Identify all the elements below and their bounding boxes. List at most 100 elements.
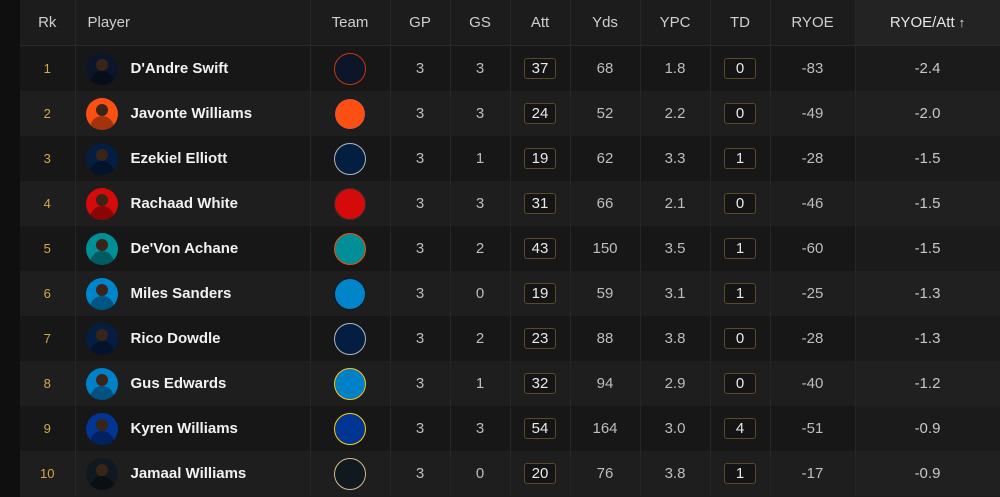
- dolphins-logo-icon[interactable]: [334, 232, 366, 265]
- player-avatar[interactable]: [85, 322, 118, 355]
- col-yds[interactable]: Yds: [570, 0, 641, 46]
- player-name-link[interactable]: D'Andre Swift: [130, 60, 229, 77]
- table-row[interactable]: 9 Kyren Williams 3 3 54 164 3.0 4 -51 -0.9: [20, 406, 1000, 451]
- gp-cell: 3: [390, 316, 451, 361]
- gs-cell: 3: [450, 181, 511, 226]
- att-cell: 19: [510, 271, 571, 316]
- player-name-link[interactable]: Gus Edwards: [130, 375, 227, 392]
- player-name-link[interactable]: Javonte Williams: [130, 105, 253, 122]
- player-avatar[interactable]: [85, 412, 118, 445]
- td-value-box: 0: [724, 58, 756, 79]
- col-ryoe[interactable]: RYOE: [770, 0, 856, 46]
- player-name-link[interactable]: Jamaal Williams: [130, 465, 247, 482]
- gs-cell: 0: [450, 271, 511, 316]
- col-gs[interactable]: GS: [450, 0, 511, 46]
- cowboys-logo-icon[interactable]: [334, 322, 366, 355]
- table-row[interactable]: 1 D'Andre Swift 3 3 37 68 1.8 0 -83 -2.4: [20, 45, 1000, 91]
- player-name-link[interactable]: Ezekiel Elliott: [130, 150, 228, 167]
- col-gp[interactable]: GP: [390, 0, 451, 46]
- ypc-cell: 3.5: [640, 226, 711, 271]
- gs-cell: 0: [450, 451, 511, 496]
- player-cell: Javonte Williams: [75, 91, 311, 136]
- att-cell: 54: [510, 406, 571, 451]
- table-row[interactable]: 4 Rachaad White 3 3 31 66 2.1 0 -46 -1.5: [20, 181, 1000, 226]
- table-row[interactable]: 10 Jamaal Williams 3 0 20 76 3.8 1 -17 -0.9: [20, 451, 1000, 496]
- table-row[interactable]: 7 Rico Dowdle 3 2 23 88 3.8 0 -28 -1.3: [20, 316, 1000, 361]
- chargers-logo-icon[interactable]: [334, 367, 366, 400]
- att-value-box: 23: [524, 328, 556, 349]
- table-row[interactable]: 2 Javonte Williams 3 3 24 52 2.2 0 -49 -2.0: [20, 91, 1000, 136]
- rank-cell: 1: [20, 45, 76, 91]
- player-avatar[interactable]: [85, 367, 118, 400]
- rams-logo-icon[interactable]: [334, 412, 366, 445]
- ryoe-cell: -40: [770, 361, 856, 406]
- td-cell: 0: [710, 91, 771, 136]
- att-value-box: 31: [524, 193, 556, 214]
- td-value-box: 0: [724, 193, 756, 214]
- player-avatar[interactable]: [85, 52, 118, 85]
- team-cell: [310, 91, 391, 136]
- ryoe-att-cell: -0.9: [855, 451, 1000, 496]
- ryoe-cell: -28: [770, 316, 856, 361]
- yds-cell: 66: [570, 181, 641, 226]
- rank-cell: 8: [20, 361, 76, 406]
- player-avatar[interactable]: [85, 97, 118, 130]
- cowboys-logo-icon[interactable]: [334, 142, 366, 175]
- ypc-cell: 2.2: [640, 91, 711, 136]
- ryoe-att-cell: -1.2: [855, 361, 1000, 406]
- col-att[interactable]: Att: [510, 0, 571, 46]
- gp-cell: 3: [390, 451, 451, 496]
- td-value-box: 0: [724, 328, 756, 349]
- yds-cell: 76: [570, 451, 641, 496]
- gs-cell: 2: [450, 226, 511, 271]
- player-avatar[interactable]: [85, 142, 118, 175]
- col-team[interactable]: Team: [310, 0, 391, 46]
- col-ryoe-att[interactable]: RYOE/Att ↑: [855, 0, 1000, 46]
- player-name-link[interactable]: De'Von Achane: [130, 240, 239, 257]
- table-row[interactable]: 8 Gus Edwards 3 1 32 94 2.9 0 -40 -1.2: [20, 361, 1000, 406]
- buccaneers-logo-icon[interactable]: [334, 187, 366, 220]
- att-value-box: 37: [524, 58, 556, 79]
- player-name-link[interactable]: Kyren Williams: [130, 420, 238, 437]
- ypc-cell: 2.1: [640, 181, 711, 226]
- panthers-logo-icon[interactable]: [334, 277, 366, 310]
- gp-cell: 3: [390, 136, 451, 181]
- player-name-link[interactable]: Miles Sanders: [130, 285, 232, 302]
- rank-cell: 3: [20, 136, 76, 181]
- broncos-logo-icon[interactable]: [334, 97, 366, 130]
- gp-cell: 3: [390, 361, 451, 406]
- td-value-box: 1: [724, 463, 756, 484]
- td-cell: 0: [710, 361, 771, 406]
- player-avatar[interactable]: [85, 457, 118, 490]
- col-rk[interactable]: Rk: [20, 0, 76, 46]
- player-avatar[interactable]: [85, 277, 118, 310]
- gs-cell: 1: [450, 136, 511, 181]
- player-avatar[interactable]: [85, 187, 118, 220]
- player-avatar[interactable]: [85, 232, 118, 265]
- col-td[interactable]: TD: [710, 0, 771, 46]
- yds-cell: 68: [570, 45, 641, 91]
- ryoe-cell: -46: [770, 181, 856, 226]
- player-cell: Gus Edwards: [75, 361, 311, 406]
- col-ryoe-att-label: RYOE/Att: [889, 14, 955, 31]
- table-row[interactable]: 6 Miles Sanders 3 0 19 59 3.1 1 -25 -1.3: [20, 271, 1000, 316]
- col-player[interactable]: Player: [75, 0, 311, 46]
- table-row[interactable]: 5 De'Von Achane 3 2 43 150 3.5 1 -60 -1.5: [20, 226, 1000, 271]
- att-cell: 43: [510, 226, 571, 271]
- gp-cell: 3: [390, 271, 451, 316]
- table-row[interactable]: 3 Ezekiel Elliott 3 1 19 62 3.3 1 -28 -1.5: [20, 136, 1000, 181]
- td-cell: 1: [710, 451, 771, 496]
- ypc-cell: 3.3: [640, 136, 711, 181]
- ryoe-cell: -28: [770, 136, 856, 181]
- gp-cell: 3: [390, 181, 451, 226]
- saints-logo-icon[interactable]: [334, 457, 366, 490]
- gp-cell: 3: [390, 91, 451, 136]
- td-value-box: 1: [724, 283, 756, 304]
- bears-logo-icon[interactable]: [334, 52, 366, 85]
- player-name-link[interactable]: Rachaad White: [130, 195, 239, 212]
- col-ypc[interactable]: YPC: [640, 0, 711, 46]
- td-cell: 1: [710, 136, 771, 181]
- player-name-link[interactable]: Rico Dowdle: [130, 330, 221, 347]
- td-value-box: 4: [724, 418, 756, 439]
- ryoe-cell: -25: [770, 271, 856, 316]
